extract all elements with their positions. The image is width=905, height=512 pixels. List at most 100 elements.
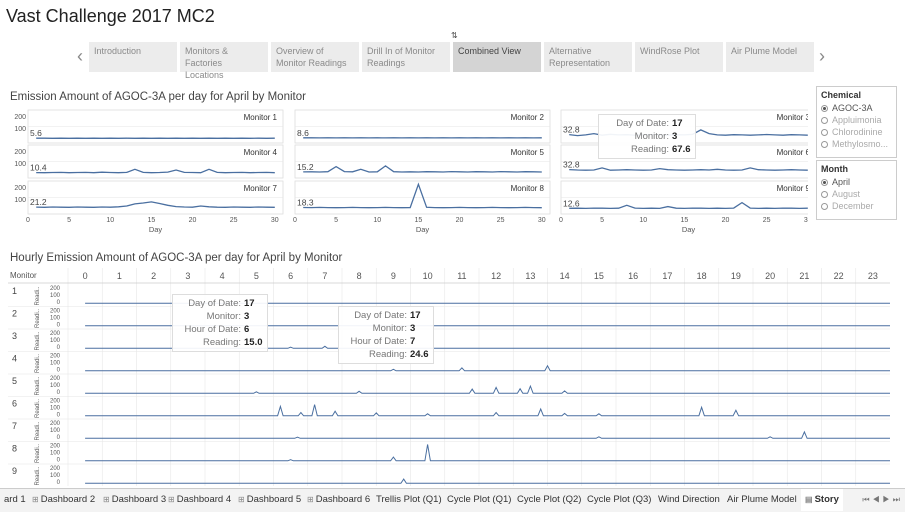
sheet-tab-label: Cycle Plot (Q3) bbox=[587, 494, 651, 505]
sheet-tab[interactable]: Air Plume Model bbox=[723, 489, 801, 511]
app-title: Vast Challenge 2017 MC2 bbox=[6, 6, 215, 27]
story-point-5[interactable]: Combined View bbox=[453, 42, 541, 72]
sheet-tab[interactable]: Wind Direction bbox=[654, 489, 724, 511]
sheet-tab-label: Dashboard 6 bbox=[316, 494, 370, 505]
series-name: Monitor 5 bbox=[511, 148, 545, 157]
y-axis-label: Readi.. bbox=[35, 331, 41, 350]
sheet-tab[interactable]: ⊞Dashboard 3 bbox=[99, 489, 170, 511]
monitor-label: 2 bbox=[12, 309, 17, 319]
tooltip-label: Monitor: bbox=[603, 130, 669, 143]
tooltip-label: Hour of Date: bbox=[177, 323, 241, 336]
tooltip-label: Day of Date: bbox=[603, 117, 669, 130]
sheet-tab[interactable]: Cycle Plot (Q2) bbox=[513, 489, 585, 511]
tooltip-row: Monitor:3 bbox=[343, 322, 429, 335]
sheet-tab[interactable]: Cycle Plot (Q1) bbox=[443, 489, 515, 511]
trellis-cell-2: Monitor 28.6 bbox=[295, 110, 550, 143]
filter-option[interactable]: August bbox=[817, 188, 896, 200]
y-axis-label: Readi.. bbox=[35, 399, 41, 418]
series-name: Monitor 8 bbox=[511, 184, 545, 193]
series-name: Monitor 2 bbox=[511, 113, 545, 122]
sheet-tab[interactable]: Cycle Plot (Q3) bbox=[583, 489, 655, 511]
sheet-tab[interactable]: Trellis Plot (Q1) bbox=[372, 489, 446, 511]
story-point-6[interactable]: Alternative Representation bbox=[544, 42, 632, 72]
y-tick-label: 100 bbox=[14, 197, 26, 204]
tooltip-value: 17 bbox=[244, 298, 255, 309]
hour-label: 17 bbox=[662, 271, 672, 281]
trellis-cell-4: 200100ReadingMonitor 410.4 bbox=[8, 145, 283, 178]
y-tick-label: 0 bbox=[57, 458, 61, 464]
story-point-7[interactable]: WindRose Plot bbox=[635, 42, 723, 72]
tooltip-label: Hour of Date: bbox=[343, 335, 407, 348]
filter-option[interactable]: Chlorodinine bbox=[817, 126, 896, 138]
y-tick-label: 200 bbox=[50, 376, 61, 382]
x-tick-label: 10 bbox=[639, 217, 647, 224]
filter-option-label: August bbox=[832, 189, 860, 199]
chevron-left-icon[interactable]: ‹ bbox=[72, 46, 88, 67]
story-point-1[interactable]: Introduction bbox=[89, 42, 177, 72]
y-tick-label: 100 bbox=[50, 316, 61, 322]
x-tick-label: 0 bbox=[293, 217, 297, 224]
sheet-tab-label: Cycle Plot (Q1) bbox=[447, 494, 511, 505]
hour-label: 9 bbox=[391, 271, 396, 281]
y-tick-label: 200 bbox=[50, 354, 61, 360]
tooltip-label: Reading: bbox=[343, 348, 407, 361]
tab-scroll-controls[interactable]: ⏮◀▶⏭ bbox=[862, 495, 903, 505]
tooltip-value: 17 bbox=[410, 310, 421, 321]
sheet-tab-label: Story bbox=[815, 494, 839, 505]
story-point-3[interactable]: Overview of Monitor Readings bbox=[271, 42, 359, 72]
x-tick-label: 5 bbox=[334, 217, 338, 224]
filter-option-label: April bbox=[832, 177, 850, 187]
filter-option[interactable]: AGOC-3A bbox=[817, 102, 896, 114]
dashboard-icon: ⊞ bbox=[32, 495, 39, 504]
filter-option[interactable]: Methylosmo... bbox=[817, 138, 896, 150]
story-point-4[interactable]: Drill In of Monitor Readings bbox=[362, 42, 450, 72]
sheet-tab[interactable]: ▤Story bbox=[801, 489, 843, 511]
hourly-series-line bbox=[85, 432, 890, 438]
tooltip-value: 3 bbox=[244, 311, 249, 322]
filter-option[interactable]: December bbox=[817, 200, 896, 212]
y-tick-label: 100 bbox=[50, 473, 61, 479]
story-point-2[interactable]: Monitors & Factories Locations bbox=[180, 42, 268, 72]
y-tick-label: 200 bbox=[50, 421, 61, 427]
tooltip-row: Day of Date:17 bbox=[603, 117, 691, 130]
y-tick-label: 200 bbox=[50, 466, 61, 472]
row-header: Monitor bbox=[10, 271, 37, 280]
x-tick-label: 20 bbox=[722, 217, 730, 224]
x-tick-label: 25 bbox=[763, 217, 771, 224]
chevron-right-icon[interactable]: › bbox=[814, 46, 830, 67]
y-axis-label: Readi.. bbox=[35, 309, 41, 328]
filter-option-label: Chlorodinine bbox=[832, 127, 883, 137]
x-tick-label: 20 bbox=[189, 217, 197, 224]
sheet-tab[interactable]: ard 1 bbox=[0, 489, 30, 511]
filter-option[interactable]: Appluimonia bbox=[817, 114, 896, 126]
x-axis-label: Day bbox=[682, 225, 696, 234]
filter-option[interactable]: April bbox=[817, 176, 896, 188]
x-tick-label: 0 bbox=[559, 217, 563, 224]
sheet-tab[interactable]: ⊞Dashboard 2 bbox=[28, 489, 99, 511]
sheet-tab-label: Dashboard 2 bbox=[41, 494, 95, 505]
dashboard-icon: ⊞ bbox=[168, 495, 175, 504]
y-tick-label: 0 bbox=[57, 300, 61, 306]
series-name: Monitor 7 bbox=[244, 184, 278, 193]
sheet-tab[interactable]: ⊞Dashboard 6 bbox=[303, 489, 374, 511]
cursor-icon: ⇅ bbox=[451, 31, 458, 40]
series-name: Monitor 3 bbox=[777, 113, 808, 122]
hour-label: 20 bbox=[765, 271, 775, 281]
radio-icon bbox=[821, 179, 828, 186]
filter-option-label: Methylosmo... bbox=[832, 139, 888, 149]
sheet-tab[interactable]: ⊞Dashboard 5 bbox=[234, 489, 305, 511]
tooltip-row: Hour of Date:6 bbox=[177, 323, 263, 336]
y-tick-label: 0 bbox=[57, 480, 61, 486]
hour-label: 14 bbox=[560, 271, 570, 281]
y-tick-label: 200 bbox=[14, 114, 26, 121]
dashboard-icon: ⊞ bbox=[307, 495, 314, 504]
tooltip-value: 3 bbox=[672, 131, 677, 142]
y-tick-label: 200 bbox=[50, 331, 61, 337]
sheet-tab[interactable]: ⊞Dashboard 4 bbox=[164, 489, 235, 511]
y-axis-label: Readi.. bbox=[35, 286, 41, 305]
story-point-8[interactable]: Air Plume Model bbox=[726, 42, 814, 72]
